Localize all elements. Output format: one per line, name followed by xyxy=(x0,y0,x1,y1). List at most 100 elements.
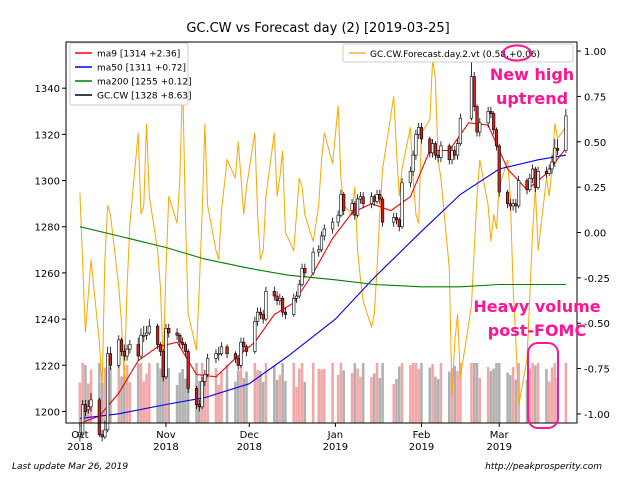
candle-body xyxy=(525,180,529,191)
volume-bar xyxy=(547,381,551,423)
candle-body xyxy=(547,168,551,174)
volume-bar xyxy=(300,363,304,423)
x-tick-label-year: 2019 xyxy=(409,442,434,453)
candle-body xyxy=(356,198,360,216)
candlestick xyxy=(555,138,560,156)
candlestick xyxy=(331,217,335,234)
candle-body xyxy=(161,351,165,378)
candle-body xyxy=(469,76,474,119)
candlestick xyxy=(433,141,437,160)
candle-body xyxy=(186,351,190,389)
candlestick xyxy=(219,342,224,357)
candlestick xyxy=(300,263,304,287)
volume-bar xyxy=(434,376,437,423)
candle-body xyxy=(242,341,246,348)
candle-body xyxy=(517,180,521,207)
candlestick xyxy=(361,192,365,209)
candlestick xyxy=(494,127,499,151)
candle-body xyxy=(194,388,199,405)
y-right-tick-label: -0.25 xyxy=(584,274,610,285)
x-tick-label-year: 2018 xyxy=(237,442,262,453)
candlestick xyxy=(178,332,182,347)
candle-body xyxy=(322,228,326,237)
candle-body xyxy=(544,171,549,174)
candle-body xyxy=(336,214,340,223)
candle-body xyxy=(214,353,218,359)
volume-bar xyxy=(378,378,382,423)
forecast-value-highlight xyxy=(502,44,532,62)
candlestick xyxy=(272,286,276,301)
candle-body xyxy=(400,182,404,228)
candle-body xyxy=(528,177,532,191)
candlestick xyxy=(311,247,315,276)
candlestick xyxy=(356,194,360,218)
candle-body xyxy=(258,311,262,315)
volume-bar xyxy=(370,377,373,423)
candle-body xyxy=(511,203,515,207)
volume-bar xyxy=(273,366,276,423)
volume-bar xyxy=(472,363,476,423)
volume-bar xyxy=(311,363,315,423)
candlestick xyxy=(203,369,207,387)
volume-bar xyxy=(409,365,412,423)
candle-body xyxy=(206,358,210,375)
x-tick-label-year: 2019 xyxy=(487,442,512,453)
candle-body xyxy=(411,154,415,172)
candle-body xyxy=(447,145,451,161)
candle-body xyxy=(319,235,324,251)
volume-bar xyxy=(120,376,123,423)
annotation-new-high-line1: New high xyxy=(490,65,574,84)
annotation-heavy-volume-line1: Heavy volume xyxy=(473,297,600,316)
candle-body xyxy=(331,221,335,230)
candlestick xyxy=(258,307,262,320)
candlestick xyxy=(156,323,160,350)
candle-body xyxy=(311,251,315,274)
volume-bar xyxy=(492,368,495,423)
volume-bar xyxy=(375,363,379,423)
volume-bar xyxy=(506,372,509,423)
candlestick xyxy=(233,351,237,363)
volume-bar xyxy=(98,363,101,423)
candle-body xyxy=(136,344,140,357)
volume-bar xyxy=(292,363,295,423)
candle-body xyxy=(550,161,554,170)
volume-bar xyxy=(436,379,440,423)
x-tick-label-month: Jan xyxy=(327,430,343,441)
candlestick xyxy=(89,392,93,412)
candle-body xyxy=(178,334,182,343)
candle-body xyxy=(83,404,88,412)
candle-body xyxy=(108,353,113,366)
candle-body xyxy=(197,404,201,408)
volume-bar xyxy=(181,369,184,423)
candle-body xyxy=(181,341,185,345)
volume-bar xyxy=(439,363,443,423)
volume-bar xyxy=(281,363,284,423)
candle-body xyxy=(350,203,354,211)
candle-body xyxy=(492,113,496,131)
candle-body xyxy=(264,291,268,320)
volume-bar xyxy=(236,370,240,423)
candle-body xyxy=(100,434,104,438)
y-right-tick-label: -1.00 xyxy=(584,410,610,421)
y-right-tick-label: -0.50 xyxy=(584,319,610,330)
volume-bar xyxy=(528,368,532,423)
candlestick xyxy=(292,293,296,317)
volume-bar xyxy=(125,365,129,423)
candle-body xyxy=(200,381,204,408)
candlestick xyxy=(419,122,424,144)
candle-body xyxy=(408,171,412,184)
volume-bar xyxy=(331,363,334,423)
candle-body xyxy=(233,353,237,359)
y-right-tick-label: 0.75 xyxy=(584,92,606,103)
volume-bar xyxy=(470,363,473,423)
candle-body xyxy=(414,134,418,156)
volume-bar xyxy=(514,379,518,423)
volume-bar xyxy=(256,370,259,423)
candle-body xyxy=(106,353,110,431)
x-tick-label-year: 2018 xyxy=(153,442,178,453)
volume-bar xyxy=(103,367,107,423)
candlestick xyxy=(456,138,460,160)
y-right-tick-label: 0.00 xyxy=(584,229,606,240)
candlestick xyxy=(164,323,168,380)
volume-bar xyxy=(242,378,246,423)
